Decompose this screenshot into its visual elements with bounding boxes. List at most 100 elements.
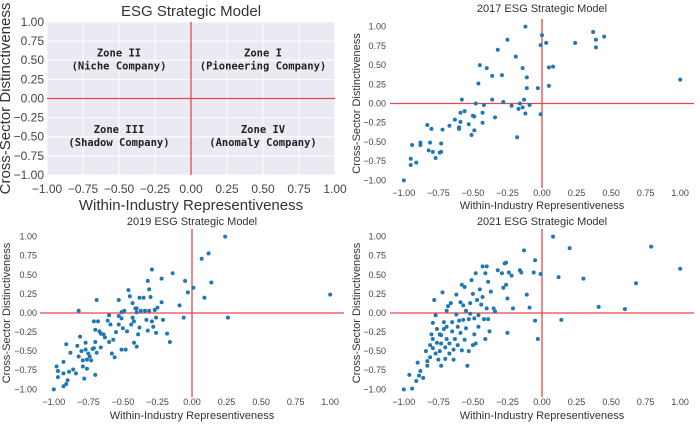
- data-point: [440, 127, 445, 132]
- data-point: [465, 363, 470, 368]
- data-point: [443, 345, 448, 350]
- data-point: [491, 306, 496, 311]
- y-tick-label: −0.25: [14, 111, 45, 125]
- data-point: [408, 156, 413, 161]
- data-point: [462, 109, 467, 114]
- data-point: [148, 294, 153, 299]
- y-tick-label: 0.75: [19, 251, 37, 261]
- data-point: [546, 65, 551, 70]
- x-tick-label: 0.25: [215, 182, 239, 196]
- y-tick-label: −0.75: [14, 365, 37, 375]
- data-point: [80, 364, 85, 369]
- data-point: [472, 114, 477, 119]
- data-point: [86, 351, 91, 356]
- data-point: [527, 305, 532, 310]
- data-point: [504, 260, 509, 265]
- data-point: [423, 349, 428, 354]
- data-point: [476, 81, 481, 86]
- data-point: [107, 313, 112, 318]
- data-point: [480, 120, 485, 125]
- data-point: [495, 268, 500, 273]
- data-point: [96, 319, 101, 324]
- data-point: [185, 290, 190, 295]
- data-point: [130, 301, 135, 306]
- data-point: [593, 37, 598, 42]
- data-point: [468, 301, 473, 306]
- data-point: [484, 306, 489, 311]
- x-tick-label: −0.75: [427, 188, 450, 198]
- data-point: [98, 345, 103, 350]
- data-point: [430, 320, 435, 325]
- y-tick-label: 0.00: [368, 308, 386, 318]
- data-point: [120, 326, 125, 331]
- data-point: [510, 306, 515, 311]
- data-point: [51, 387, 56, 392]
- data-point: [170, 271, 175, 276]
- data-point: [428, 355, 433, 360]
- data-point: [488, 289, 493, 294]
- data-point: [462, 337, 467, 342]
- data-point: [479, 302, 484, 307]
- data-point: [149, 319, 154, 324]
- data-point: [523, 24, 528, 29]
- x-tick-label: −1.00: [32, 182, 63, 196]
- data-point: [430, 336, 435, 341]
- x-tick-label: 0.00: [533, 397, 551, 407]
- data-point: [83, 340, 88, 345]
- x-tick-label: −0.25: [140, 182, 171, 196]
- data-point: [469, 132, 474, 137]
- data-point: [127, 294, 132, 299]
- data-point: [499, 73, 504, 78]
- data-point: [501, 99, 506, 104]
- x-tick-label: 0.25: [568, 397, 586, 407]
- data-point: [401, 387, 406, 392]
- data-point: [466, 317, 471, 322]
- data-point: [328, 292, 333, 297]
- data-point: [87, 354, 92, 359]
- y-tick-label: −1.00: [363, 175, 386, 185]
- zone-label: Zone I: [244, 47, 282, 59]
- data-point: [441, 327, 446, 332]
- data-point: [448, 301, 453, 306]
- data-point: [527, 103, 532, 108]
- x-tick-label: −0.75: [427, 397, 450, 407]
- x-tick-label: 1.00: [323, 182, 347, 196]
- x-tick-label: −1.00: [42, 397, 65, 407]
- data-point: [451, 347, 456, 352]
- data-point: [159, 276, 164, 281]
- y-tick-label: −0.75: [363, 156, 386, 166]
- y-axis-label: Cross-Sector Distinctiveness: [351, 33, 363, 174]
- data-point: [581, 276, 586, 281]
- data-point: [533, 318, 538, 323]
- data-point: [517, 101, 522, 106]
- y-tick-label: 0.50: [21, 53, 45, 67]
- data-point: [64, 342, 69, 347]
- data-point: [451, 357, 456, 362]
- data-point: [505, 330, 510, 335]
- data-point: [678, 77, 683, 82]
- data-point: [436, 357, 441, 362]
- data-point: [458, 330, 463, 335]
- x-tick-label: 1.00: [671, 188, 689, 198]
- data-point: [504, 282, 509, 287]
- data-point: [414, 378, 419, 383]
- data-point: [73, 371, 78, 376]
- data-point: [452, 117, 457, 122]
- data-point: [472, 332, 477, 337]
- data-point: [126, 288, 131, 293]
- y-tick-label: 0.25: [19, 289, 37, 299]
- data-point: [64, 382, 69, 387]
- data-point: [483, 336, 488, 341]
- data-point: [199, 256, 204, 261]
- data-point: [461, 303, 466, 308]
- data-point: [480, 264, 485, 269]
- data-point: [531, 270, 536, 275]
- data-point: [191, 285, 196, 290]
- y-tick-label: 0.00: [368, 98, 386, 108]
- data-point: [602, 34, 607, 39]
- y-tick-label: −0.50: [363, 137, 386, 147]
- data-point: [486, 279, 491, 284]
- data-point: [476, 313, 481, 318]
- data-point: [109, 351, 114, 356]
